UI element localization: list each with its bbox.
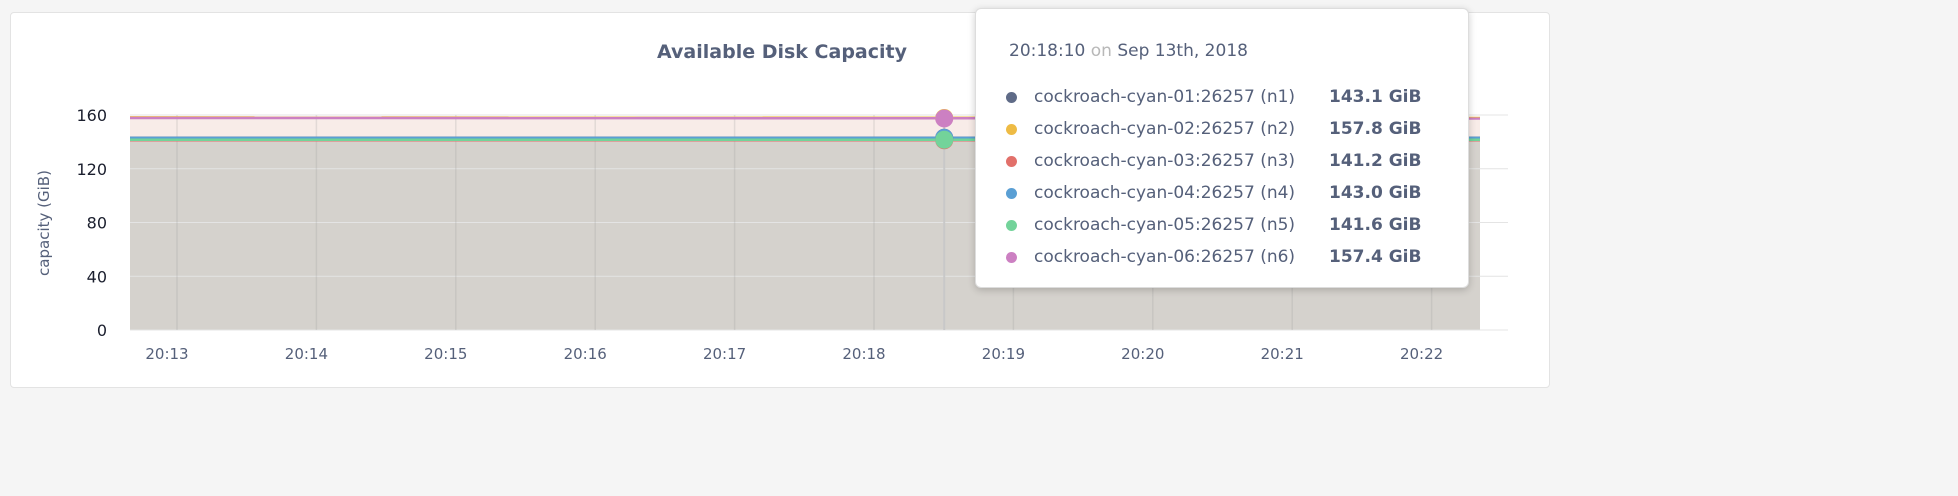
series-name: cockroach-cyan-01:26257 (n1) [1034,87,1296,107]
series-color-dot [1006,155,1017,167]
tooltip-row: cockroach-cyan-06:26257 (n6) 157.4 GiB [1006,245,1421,269]
y-axis-label: capacity (GiB) [35,170,53,276]
x-tick-label: 20:14 [285,345,328,363]
tooltip-time: 20:18:10 [1009,41,1086,61]
hover-point-n5 [935,130,954,149]
hover-point-n6 [935,109,954,128]
y-tick-label: 120 [76,160,107,179]
x-tick-label: 20:15 [424,345,467,363]
y-tick-label: 40 [87,267,107,286]
series-name: cockroach-cyan-03:26257 (n3) [1034,151,1296,171]
x-tick-label: 20:21 [1261,345,1304,363]
series-color-dot [1006,123,1017,135]
series-value: 141.6 GiB [1329,215,1422,235]
x-tick-label: 20:18 [842,345,885,363]
x-tick-label: 20:17 [703,345,746,363]
series-value: 143.0 GiB [1329,183,1422,203]
series-value: 157.4 GiB [1329,247,1422,267]
series-value: 143.1 GiB [1329,87,1422,107]
series-name: cockroach-cyan-02:26257 (n2) [1034,119,1296,139]
tooltip-header: 20:18:10 on Sep 13th, 2018 [1009,41,1248,61]
series-value: 141.2 GiB [1329,151,1422,171]
x-tick-label: 20:16 [564,345,607,363]
x-tick-label: 20:13 [145,345,188,363]
series-color-dot [1006,187,1017,199]
tooltip-row: cockroach-cyan-02:26257 (n2) 157.8 GiB [1006,117,1421,141]
series-name: cockroach-cyan-05:26257 (n5) [1034,215,1296,235]
x-tick-label: 20:19 [982,345,1025,363]
series-color-dot [1006,251,1017,263]
series-name: cockroach-cyan-06:26257 (n6) [1034,247,1296,267]
chart-tooltip: 20:18:10 on Sep 13th, 2018 cockroach-cya… [975,8,1469,288]
tooltip-row: cockroach-cyan-03:26257 (n3) 141.2 GiB [1006,149,1421,173]
x-tick-label: 20:22 [1400,345,1443,363]
tooltip-date: Sep 13th, 2018 [1117,41,1248,61]
y-tick-label: 160 [76,106,107,125]
series-value: 157.8 GiB [1329,119,1422,139]
tooltip-on: on [1090,41,1112,61]
tooltip-row: cockroach-cyan-04:26257 (n4) 143.0 GiB [1006,181,1421,205]
x-tick-label: 20:20 [1121,345,1164,363]
series-color-dot [1006,219,1017,231]
tooltip-row: cockroach-cyan-05:26257 (n5) 141.6 GiB [1006,213,1421,237]
y-tick-label: 80 [87,214,107,233]
tooltip-row: cockroach-cyan-01:26257 (n1) 143.1 GiB [1006,85,1421,109]
y-tick-label: 0 [97,321,107,340]
series-name: cockroach-cyan-04:26257 (n4) [1034,183,1296,203]
series-color-dot [1006,91,1017,103]
chart-title: Available Disk Capacity [657,41,908,63]
